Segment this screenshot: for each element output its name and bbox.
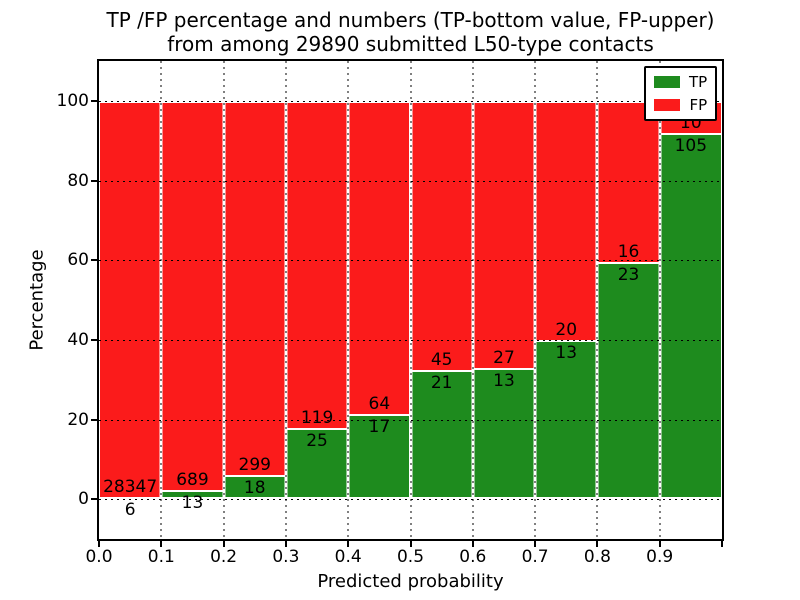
x-tick-label: 0.8 (583, 547, 611, 567)
v-gridline (159, 61, 163, 539)
legend-entry: FP (654, 96, 707, 114)
x-tick-label: 0.2 (210, 547, 238, 567)
y-axis-label: Percentage (26, 249, 48, 351)
bar-label-tp: 17 (368, 416, 391, 437)
x-tick-label: 0.7 (521, 547, 549, 567)
h-gridline (99, 499, 722, 501)
x-tick-mark (658, 541, 661, 547)
legend-label: TP (689, 73, 708, 91)
bar-label-fp: 28347 (103, 477, 158, 498)
bar-segment-fp (99, 100, 162, 500)
v-gridline (471, 61, 475, 539)
bar-label-tp: 18 (243, 477, 266, 498)
legend-label: FP (689, 96, 708, 114)
bar-label-fp: 64 (368, 393, 391, 414)
x-tick-mark (596, 541, 599, 547)
bar-label-fp: 45 (430, 350, 453, 371)
x-tick-label: 0.1 (147, 547, 175, 567)
y-tick-mark (91, 498, 97, 501)
v-gridline (595, 61, 599, 539)
bar-segment-fp (348, 100, 411, 416)
x-tick-mark (160, 541, 163, 547)
chart-title-line2: from among 29890 submitted L50-type cont… (167, 32, 654, 56)
y-tick-label: 40 (67, 329, 89, 350)
bar-label-tp: 23 (617, 265, 640, 286)
v-gridline (409, 61, 412, 539)
x-tick-label: 0.4 (334, 547, 362, 567)
x-tick-mark (534, 541, 537, 547)
bar-segment-fp (535, 100, 598, 343)
bar-segment-tp (597, 264, 660, 500)
legend-swatch-tp (654, 76, 680, 88)
h-gridline (99, 339, 722, 341)
bar-label-tp: 13 (493, 370, 515, 391)
bar-label-fp: 20 (555, 320, 578, 341)
x-tick-label: 0.6 (459, 547, 487, 567)
bar-segment-tp (535, 342, 598, 500)
y-tick-mark (91, 418, 97, 421)
v-gridline (533, 61, 537, 539)
x-tick-label: 0.5 (396, 547, 425, 567)
bar-segment-fp (161, 100, 224, 492)
legend: TP FP (644, 66, 718, 121)
bar-label-fp: 299 (238, 454, 271, 475)
y-tick-mark (91, 99, 97, 102)
y-tick-mark (91, 338, 97, 341)
bar-label-tp: 105 (674, 136, 708, 157)
x-tick-mark (471, 541, 474, 547)
y-tick-label: 100 (56, 90, 89, 111)
bar-label-fp: 119 (300, 408, 334, 428)
h-gridline (99, 419, 722, 421)
x-tick-mark (721, 541, 723, 547)
x-axis-label: Predicted probability (317, 571, 504, 592)
v-gridline (284, 61, 288, 539)
bar-label-fp: 689 (176, 469, 209, 490)
y-tick-label: 20 (67, 409, 89, 430)
h-gridline (99, 260, 722, 262)
bar-segment-tp (659, 135, 722, 500)
x-tick-label: 0.3 (272, 547, 300, 567)
x-tick-label: 0.9 (646, 547, 674, 567)
x-tick-label: 0.0 (85, 547, 113, 567)
bar-label-tp: 6 (124, 500, 136, 521)
bar-label-tp: 25 (306, 431, 328, 451)
x-tick-mark (222, 541, 225, 547)
bar-segment-fp (285, 100, 349, 430)
x-tick-mark (347, 541, 350, 547)
bar-label-tp: 21 (430, 373, 453, 394)
bar-segment-fp (410, 100, 473, 373)
bar-label-fp: 16 (617, 242, 640, 263)
legend-entry: TP (654, 73, 707, 91)
legend-swatch-fp (654, 99, 680, 111)
x-tick-mark (98, 541, 100, 547)
bar-label-tp: 13 (555, 343, 578, 364)
bar-label-fp: 27 (493, 347, 515, 368)
plot-area: Predicted probability Percentage TP FP 28… (27, 59, 724, 592)
y-tick-mark (91, 259, 97, 262)
h-gridline (99, 100, 722, 102)
bar-segment-fp (472, 100, 536, 370)
v-gridline (346, 61, 350, 539)
y-tick-mark (91, 179, 97, 182)
x-tick-mark (409, 541, 412, 547)
chart-title-line1: TP /FP percentage and numbers (TP-bottom… (106, 8, 715, 32)
y-tick-label: 0 (78, 489, 89, 510)
y-tick-label: 80 (67, 170, 89, 191)
v-gridline (222, 61, 226, 539)
h-gridline (99, 180, 722, 182)
y-tick-label: 60 (67, 250, 89, 271)
bar-segment-fp (597, 100, 660, 265)
x-tick-mark (284, 541, 287, 547)
chart-title: TP /FP percentage and numbers (TP-bottom… (97, 8, 724, 56)
v-gridline (658, 61, 662, 539)
bar-label-tp: 13 (181, 492, 204, 513)
